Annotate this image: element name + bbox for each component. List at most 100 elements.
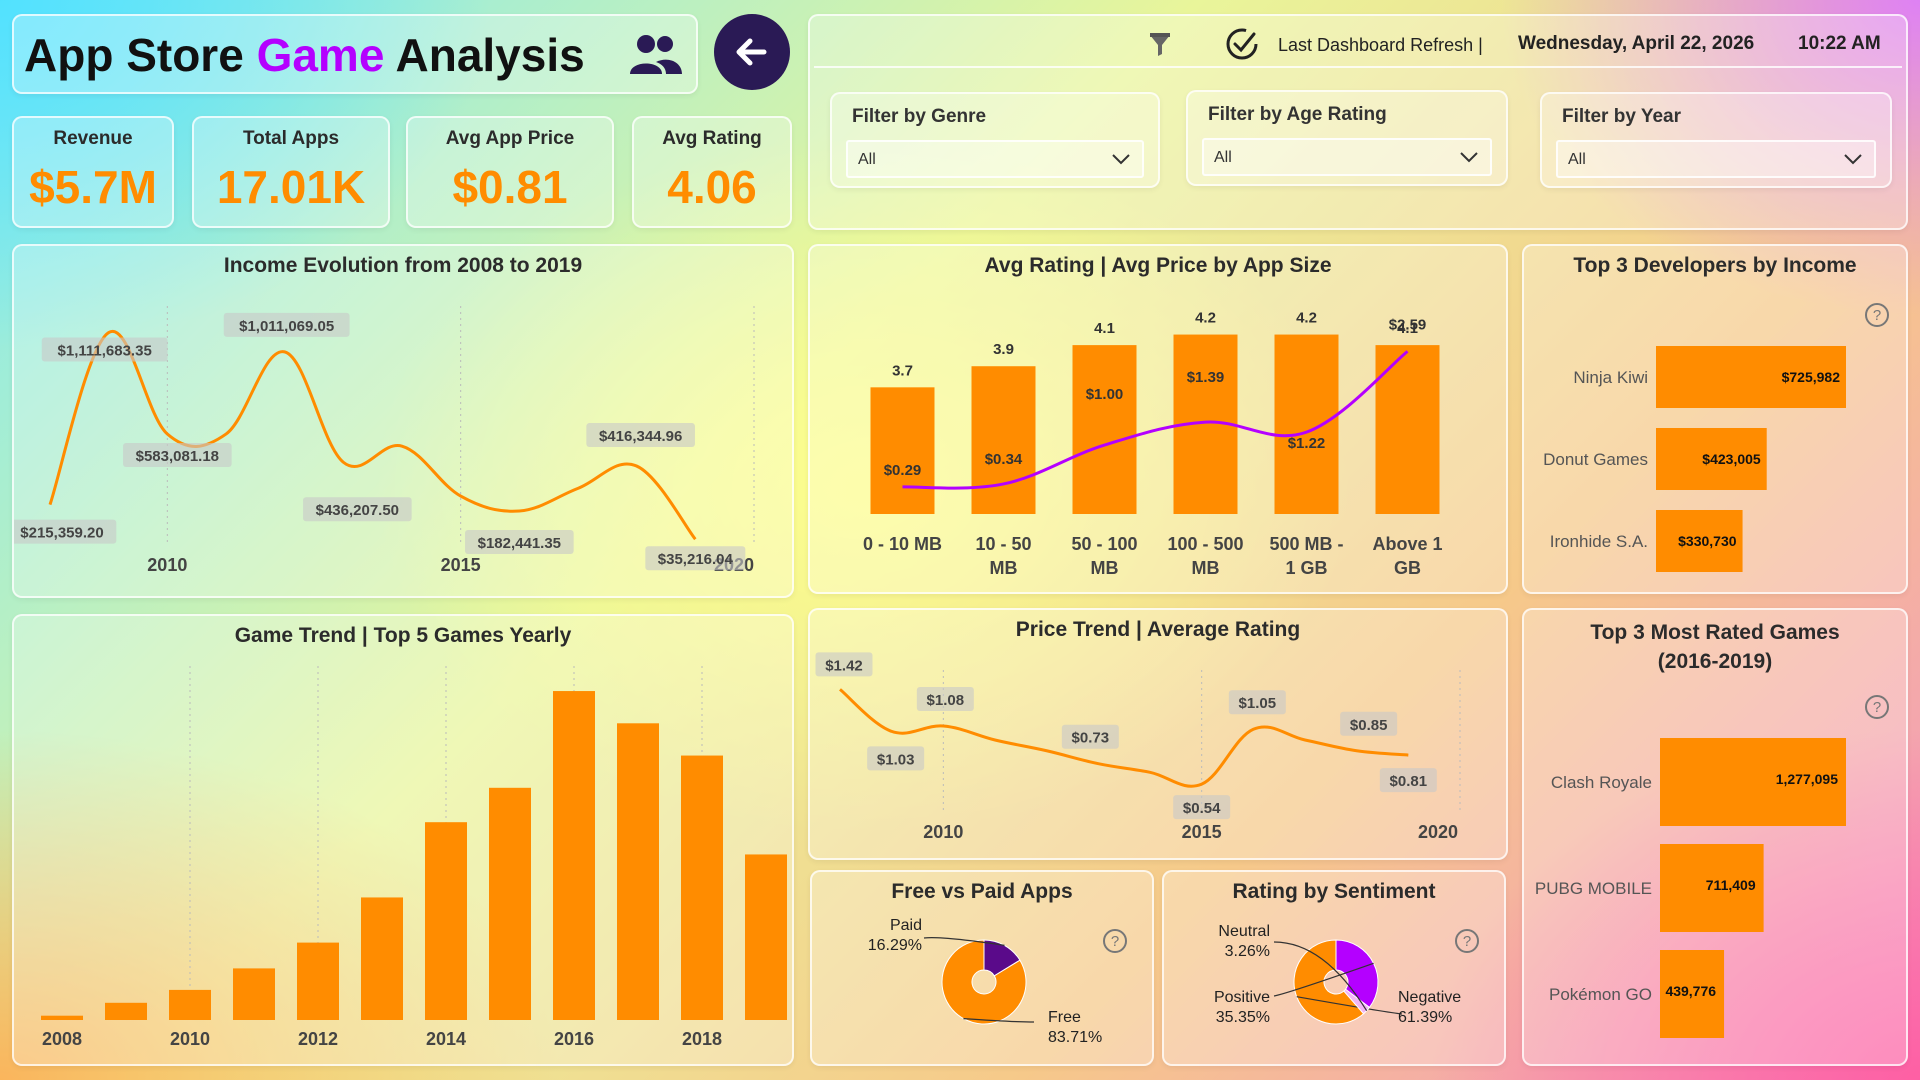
trend-bar (425, 822, 467, 1020)
users-icon[interactable] (626, 30, 684, 80)
income-evolution-panel: Income Evolution from 2008 to 2019 2010 2… (12, 244, 794, 598)
refresh-bar: Last Dashboard Refresh | Wednesday, Apri… (814, 20, 1902, 68)
top-rated-games-title: Top 3 Most Rated Games (2016-2019) (1524, 618, 1906, 676)
pie-leader-line (1273, 962, 1374, 997)
x-tick-label: 2015 (441, 555, 481, 575)
game-name: Pokémon GO (1549, 985, 1652, 1004)
pie-slice-value: 16.29% (868, 937, 922, 954)
rating-data-label: 4.1 (1397, 320, 1418, 337)
price-data-label: $1.39 (1187, 369, 1225, 386)
x-category-label: 1 GB (1285, 558, 1327, 578)
kpi-avg-app-price: Avg App Price $0.81 (406, 116, 614, 228)
income-data-label: $35,216.04 (658, 551, 734, 568)
page-title: App Store Game Analysis (24, 28, 585, 82)
filter-age-rating-dropdown[interactable]: All (1202, 138, 1492, 176)
trend-bar (105, 1002, 147, 1020)
price-trend-data-label: $1.08 (927, 692, 965, 709)
rating-data-label: 4.1 (1094, 320, 1115, 337)
trend-bar (361, 897, 403, 1020)
svg-text:?: ? (1463, 933, 1471, 950)
trend-bar (297, 942, 339, 1020)
sentiment-title: Rating by Sentiment (1232, 880, 1436, 903)
trend-bar (745, 854, 787, 1020)
filter-genre-label: Filter by Genre (852, 106, 987, 127)
price-trend-chart: 2010 2015 2020 $1.42 $1.03 $1.08 $0.73 $0.54 $1.… (815, 652, 1461, 842)
top-developers-chart: Ninja Kiwi $725,982 Donut Games $423,005 Iro… (1543, 346, 1846, 572)
x-category-label: 500 MB - (1269, 534, 1343, 554)
back-button[interactable] (714, 14, 790, 90)
filter-year-dropdown[interactable]: All (1556, 140, 1876, 178)
trend-bar (233, 968, 275, 1020)
x-tick-label: 2018 (682, 1029, 722, 1049)
free-vs-paid-title: Free vs Paid Apps (891, 880, 1073, 903)
price-trend-data-label-bg (1228, 690, 1286, 715)
income-data-label-bg (586, 423, 695, 448)
help-icon[interactable]: ? (1864, 302, 1890, 328)
rating-data-label: 4.2 (1195, 310, 1216, 327)
income-data-label-bg (645, 546, 746, 571)
x-tick-label: 2016 (554, 1029, 594, 1049)
trend-bar (681, 755, 723, 1020)
price-trend-data-label-bg (1173, 795, 1231, 820)
game-bar (1660, 844, 1764, 932)
pie-slice-value: 35.35% (1216, 1009, 1270, 1026)
pie-leader-line (963, 1018, 1035, 1023)
kpi-label: Avg App Price (445, 128, 575, 149)
price-trend-data-label-bg (815, 652, 873, 677)
pie-slice-name: Free (1048, 1009, 1081, 1026)
help-icon[interactable]: ? (1102, 928, 1128, 954)
help-icon[interactable]: ? (1454, 928, 1480, 954)
price-trend-data-label-bg (1340, 711, 1398, 736)
price-data-label: $2.59 (1389, 316, 1427, 333)
price-trend-data-label: $1.05 (1239, 695, 1277, 712)
pie-slice-value: 83.71% (1048, 1029, 1102, 1046)
income-data-label: $416,344.96 (599, 428, 682, 445)
x-tick-label: 2010 (923, 822, 963, 842)
rating-bar (1274, 334, 1339, 514)
kpi-value: 4.06 (667, 161, 757, 213)
game-bar (1660, 950, 1725, 1038)
income-data-label: $1,111,683.35 (58, 343, 152, 360)
developer-income-label: $330,730 (1678, 533, 1737, 549)
price-trend-title: Price Trend | Average Rating (1015, 618, 1301, 641)
app-size-panel: Avg Rating | Avg Price by App Size 3.7 0 … (808, 244, 1508, 594)
title-part-1: App Store (24, 29, 257, 81)
game-ratings-label: 1,277,095 (1776, 771, 1838, 787)
chevron-down-icon (1460, 152, 1478, 163)
x-category-label: MB (1192, 558, 1220, 578)
pie-slice-name: Negative (1398, 989, 1461, 1006)
game-name: PUBG MOBILE (1535, 879, 1652, 898)
rating-data-label: 3.9 (993, 341, 1014, 358)
income-chart-title: Income Evolution from 2008 to 2019 (223, 254, 583, 277)
game-ratings-label: 711,409 (1706, 877, 1756, 893)
funnel-icon[interactable] (1148, 32, 1172, 58)
x-category-label: MB (1091, 558, 1119, 578)
filter-genre-dropdown[interactable]: All (846, 140, 1144, 178)
refresh-time: 10:22 AM (1798, 33, 1881, 54)
svg-text:?: ? (1111, 933, 1119, 950)
price-trend-data-label-bg (1061, 724, 1119, 749)
developer-bar (1656, 510, 1743, 572)
rating-data-label: 3.7 (892, 362, 913, 379)
filter-year-label: Filter by Year (1562, 106, 1681, 127)
back-arrow-icon (736, 38, 767, 66)
x-tick-label: 2010 (147, 555, 187, 575)
developer-bar (1656, 428, 1767, 490)
income-data-label: $583,081.18 (136, 448, 219, 465)
chevron-down-icon (1112, 154, 1130, 165)
developer-income-label: $423,005 (1702, 451, 1761, 467)
x-category-label: 0 - 10 MB (863, 534, 942, 554)
filter-genre-value: All (858, 151, 876, 168)
top-rated-games-panel: Top 3 Most Rated Games (2016-2019) ? Cla… (1522, 608, 1908, 1066)
income-data-label: $436,207.50 (316, 502, 399, 519)
help-icon[interactable]: ? (1864, 694, 1890, 720)
pie-slice-name: Paid (890, 917, 922, 934)
x-category-label: 50 - 100 (1071, 534, 1137, 554)
refresh-check-icon (1226, 28, 1258, 60)
title-highlight: Game (256, 29, 385, 81)
kpi-avg-rating: Avg Rating 4.06 (632, 116, 792, 228)
price-data-label: $0.29 (884, 462, 922, 479)
top-rated-games-chart: Clash Royale 1,277,095 PUBG MOBILE 711,409 P… (1535, 738, 1846, 1038)
income-data-label-bg (14, 519, 117, 544)
developer-income-label: $725,982 (1782, 369, 1841, 385)
